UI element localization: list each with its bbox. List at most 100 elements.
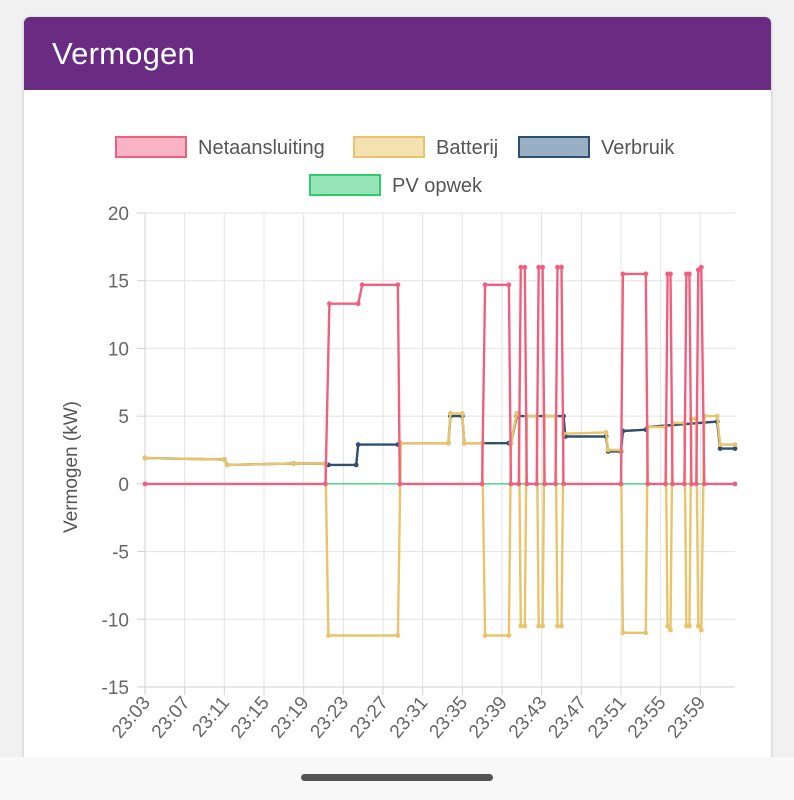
legend-swatch-netaansluiting — [115, 136, 187, 158]
data-point-batterij — [559, 623, 564, 629]
x-tick-label: 23:07 — [148, 693, 195, 743]
data-point-netaansluiting — [355, 301, 361, 307]
legend-label-batterij: Batterij — [436, 137, 498, 159]
data-point-netaansluiting — [645, 481, 651, 487]
x-tick-label: 23:31 — [386, 693, 433, 743]
data-point-batterij — [518, 623, 524, 629]
system-navigation-bar — [0, 757, 794, 800]
series-layer — [142, 264, 738, 638]
data-point-batterij — [221, 457, 227, 462]
data-point-netaansluiting — [540, 264, 545, 270]
data-point-batterij — [668, 627, 673, 633]
x-tick-label: 23:23 — [307, 693, 354, 743]
data-point-batterij — [717, 442, 723, 447]
data-point-netaansluiting — [482, 282, 488, 288]
x-tick-label: 23:19 — [267, 693, 314, 743]
data-point-batterij — [732, 442, 738, 447]
legend-item-pv-opwek[interactable]: PV opwek — [309, 174, 483, 197]
x-tick-label: 23:39 — [465, 693, 512, 743]
y-tick-label: 5 — [118, 407, 129, 428]
data-point-batterij — [506, 633, 512, 638]
data-point-netaansluiting — [518, 264, 524, 270]
data-point-verbruik — [717, 446, 723, 451]
legend-swatch-pv-opwek — [309, 174, 381, 196]
legend-item-netaansluiting[interactable]: Netaansluiting — [115, 136, 325, 159]
legend-label-pv-opwek: PV opwek — [392, 175, 483, 197]
x-tick-label: 23:15 — [227, 693, 274, 743]
legend-item-batterij[interactable]: Batterij — [353, 136, 498, 159]
data-point-batterij — [536, 623, 542, 629]
data-point-netaansluiting — [555, 264, 560, 270]
y-tick-label: 20 — [108, 204, 129, 225]
legend-label-netaansluiting: Netaansluiting — [198, 137, 325, 159]
data-point-batterij — [605, 447, 611, 453]
home-gesture-handle[interactable] — [301, 774, 493, 781]
x-tick-label: 23:55 — [624, 693, 671, 743]
vermogen-card: Vermogen 20 15 10 5 0 -5 -10 -15 23:03 23:07 23:11… — [24, 17, 771, 777]
data-point-batterij — [643, 630, 649, 636]
x-tick-label: 23:43 — [505, 693, 552, 743]
data-point-batterij — [482, 633, 488, 638]
data-point-netaansluiting — [508, 481, 514, 487]
legend-label-verbruik: Verbruik — [601, 137, 675, 159]
data-point-netaansluiting — [506, 282, 512, 288]
data-point-batterij — [714, 413, 720, 419]
data-point-verbruik — [355, 442, 361, 447]
legend[interactable]: Netaansluiting Batterij Verbruik PV opwek — [115, 136, 675, 197]
card-header: Vermogen — [24, 17, 771, 90]
y-tick-label: 0 — [118, 475, 129, 496]
data-point-netaansluiting — [732, 481, 738, 487]
data-point-netaansluiting — [618, 481, 624, 487]
grid-layer — [137, 212, 735, 695]
data-point-netaansluiting — [323, 481, 328, 487]
data-point-netaansluiting — [553, 481, 558, 487]
data-point-netaansluiting — [479, 481, 485, 487]
data-point-netaansluiting — [359, 282, 365, 288]
data-point-netaansluiting — [142, 481, 148, 487]
data-point-netaansluiting — [561, 481, 566, 487]
data-point-batterij — [459, 411, 465, 416]
data-point-netaansluiting — [397, 481, 403, 487]
data-point-netaansluiting — [534, 481, 540, 487]
data-point-netaansluiting — [698, 264, 704, 270]
data-point-batterij — [326, 633, 331, 638]
x-tick-label: 23:35 — [425, 693, 472, 743]
data-point-netaansluiting — [542, 481, 547, 487]
data-point-batterij — [291, 461, 297, 466]
data-point-netaansluiting — [524, 481, 530, 487]
x-tick-label: 23:27 — [346, 693, 393, 743]
data-point-batterij — [448, 411, 453, 416]
data-point-batterij — [461, 440, 467, 446]
data-point-batterij — [142, 455, 148, 461]
y-tick-label: 10 — [108, 339, 129, 360]
y-tick-label: -10 — [102, 610, 129, 631]
data-point-verbruik — [353, 462, 359, 468]
x-tick-label: 23:51 — [584, 693, 631, 743]
data-point-batterij — [555, 623, 560, 629]
card-title: Vermogen — [52, 35, 195, 71]
data-point-verbruik — [732, 446, 738, 451]
axis-layer: 20 15 10 5 0 -5 -10 -1523:0323:0723:1123:1523:1… — [102, 204, 711, 743]
data-point-batterij — [603, 430, 609, 435]
data-point-netaansluiting — [668, 271, 673, 277]
data-point-netaansluiting — [701, 481, 707, 487]
y-tick-label: -15 — [102, 678, 129, 699]
y-axis-label: Vermogen (kW) — [61, 401, 82, 533]
data-point-netaansluiting — [693, 481, 699, 487]
data-point-batterij — [395, 633, 401, 638]
data-point-netaansluiting — [689, 481, 694, 487]
data-point-netaansluiting — [395, 282, 401, 288]
data-point-batterij — [540, 623, 545, 629]
data-point-batterij — [687, 623, 692, 629]
data-point-batterij — [665, 623, 670, 629]
legend-swatch-verbruik — [518, 136, 590, 158]
data-point-netaansluiting — [670, 481, 675, 487]
x-tick-label: 23:03 — [108, 693, 155, 743]
x-tick-label: 23:47 — [544, 693, 591, 743]
x-tick-label: 23:11 — [188, 693, 234, 742]
y-tick-label: 15 — [108, 272, 129, 293]
legend-item-verbruik[interactable]: Verbruik — [518, 136, 675, 159]
data-point-batterij — [698, 627, 704, 633]
data-point-netaansluiting — [663, 481, 668, 487]
data-point-batterij — [224, 462, 230, 468]
